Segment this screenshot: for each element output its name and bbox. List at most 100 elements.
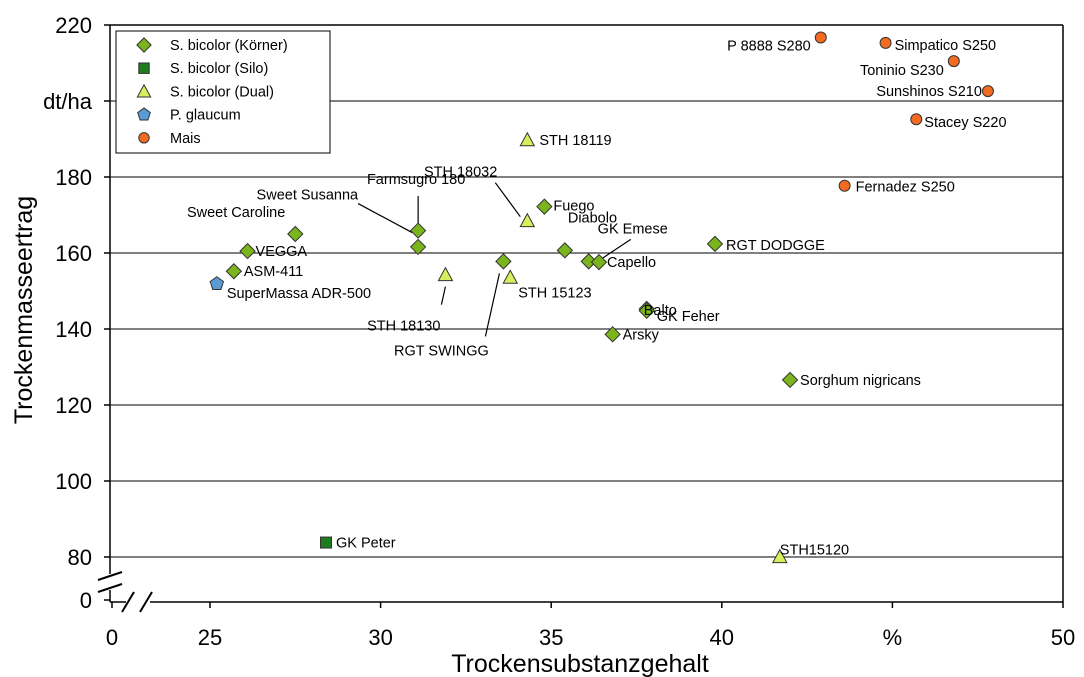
- point-label: Diabolo: [568, 210, 617, 226]
- point-label: VEGGA: [256, 244, 308, 260]
- y-tick-label: 120: [55, 393, 92, 418]
- data-point: [814, 31, 827, 44]
- point-label: STH 18119: [539, 133, 611, 149]
- data-point: [409, 222, 427, 239]
- data-point: [910, 113, 923, 126]
- x-axis-break-mark: [121, 591, 135, 613]
- data-markers: [209, 31, 994, 564]
- data-point: [437, 266, 454, 282]
- y-tick-label: 220: [55, 13, 92, 38]
- data-point: [536, 198, 553, 215]
- legend-entry: S. bicolor (Silo): [170, 61, 268, 77]
- leader-line: [484, 273, 501, 337]
- point-label: Sorghum nigricans: [800, 373, 921, 389]
- point-label: STH15120: [780, 543, 849, 559]
- point-label: STH 15123: [518, 285, 591, 301]
- x-tick-label: %: [883, 625, 903, 650]
- point-label: SuperMassa ADR-500: [227, 286, 371, 302]
- leader-line: [440, 286, 447, 305]
- data-point: [287, 225, 304, 243]
- data-point: [580, 253, 597, 270]
- point-label: Capello: [607, 255, 656, 271]
- x-axis-break-mark: [139, 591, 153, 613]
- x-axis-title: Trockensubstanzgehalt: [451, 650, 709, 677]
- y-tick-label: 100: [55, 469, 92, 494]
- point-label: STH 18130: [367, 319, 440, 335]
- data-point: [604, 326, 621, 343]
- data-point: [838, 179, 851, 192]
- data-point: [239, 242, 256, 260]
- legend-marker: [138, 62, 150, 74]
- leader-line: [357, 203, 413, 234]
- point-label: P 8888 S280: [727, 39, 811, 55]
- legend-entry: P. glaucum: [170, 108, 241, 124]
- point-label: Balto: [644, 303, 677, 319]
- legend-entry: S. bicolor (Körner): [170, 38, 288, 54]
- data-point: [519, 212, 536, 228]
- point-label: RGT SWINGG: [394, 343, 489, 359]
- data-point: [502, 269, 519, 284]
- point-label: Sweet Susanna: [257, 188, 360, 204]
- y-tick-label: dt/ha: [43, 89, 93, 114]
- y-tick-label: 140: [55, 317, 92, 342]
- y-axis-break-mark: [97, 571, 123, 581]
- data-point: [947, 55, 960, 68]
- point-label: Toninio S230: [860, 63, 944, 79]
- data-point: [556, 242, 574, 259]
- point-label: Sweet Caroline: [187, 205, 285, 221]
- data-point: [495, 253, 512, 270]
- point-label: Fernadez S250: [856, 180, 955, 196]
- legend-marker: [136, 37, 152, 53]
- x-tick-label: 40: [710, 625, 734, 650]
- y-tick-label: 80: [68, 545, 92, 570]
- data-point: [781, 371, 799, 389]
- leader-line: [600, 238, 632, 260]
- legend: S. bicolor (Körner) S. bicolor (Silo) S. b…: [115, 30, 331, 154]
- y-tick-label: 160: [55, 241, 92, 266]
- point-label: GK Feher: [657, 309, 720, 325]
- data-point: [590, 253, 608, 271]
- point-label: GK Emese: [598, 221, 668, 237]
- point-label: STH 18032: [424, 165, 497, 181]
- data-point: [320, 536, 333, 549]
- legend-marker: [137, 107, 151, 121]
- legend-marker: [136, 83, 152, 98]
- point-label: Simpatico S250: [895, 38, 997, 54]
- y-tick-label: 0: [80, 588, 92, 613]
- point-label: GK Peter: [336, 536, 396, 552]
- point-label: Farmsugro 180: [367, 172, 465, 188]
- y-axis-title: Trockenmasseertrag: [10, 196, 38, 424]
- legend-box: [115, 30, 331, 154]
- data-point: [879, 36, 892, 49]
- x-tick-label: 30: [368, 625, 392, 650]
- data-point: [519, 131, 536, 147]
- x-tick-label: 0: [106, 625, 118, 650]
- point-label: ASM-411: [244, 264, 303, 280]
- axes: 0 25 30 35 40% 50 0 80 100 120 140 160 180 dt/ha 220: [43, 13, 1075, 650]
- legend-entry: S. bicolor (Dual): [170, 84, 274, 100]
- point-label: Sunshinos S210: [876, 84, 982, 100]
- x-tick-label: 35: [539, 625, 563, 650]
- point-label: Arsky: [623, 327, 660, 343]
- data-point: [638, 302, 655, 319]
- x-tick-label: 50: [1051, 625, 1075, 650]
- data-point: [706, 235, 724, 253]
- gridlines: [110, 100, 1063, 558]
- point-label: Stacey S220: [924, 115, 1006, 131]
- data-point: [409, 238, 427, 256]
- data-point: [209, 276, 225, 290]
- leader-lines: [357, 182, 632, 337]
- point-label: RGT DODGGE: [726, 238, 825, 254]
- leader-line: [494, 182, 521, 218]
- data-point: [771, 548, 788, 564]
- legend-marker: [138, 132, 150, 144]
- data-point: [981, 85, 994, 98]
- data-point: [225, 263, 243, 280]
- x-tick-label: 25: [198, 625, 222, 650]
- y-axis-break-mark: [97, 583, 123, 593]
- point-label: Fuego: [553, 199, 594, 215]
- y-tick-label: 180: [55, 165, 92, 190]
- legend-entry: Mais: [170, 131, 201, 147]
